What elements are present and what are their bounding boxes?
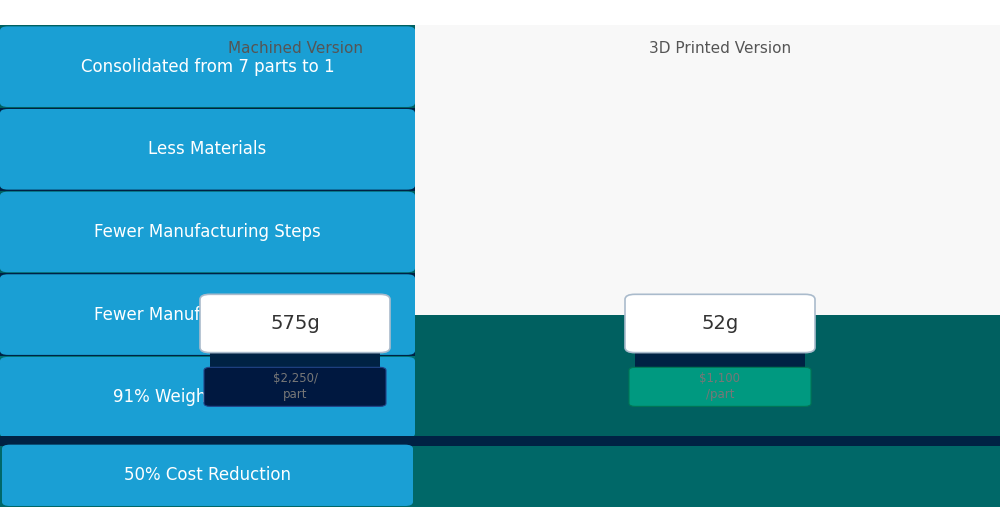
Text: $2,250/
part: $2,250/ part — [272, 372, 318, 402]
Bar — [0, 25, 415, 108]
FancyBboxPatch shape — [0, 357, 415, 438]
Bar — [0, 108, 415, 191]
FancyBboxPatch shape — [0, 274, 415, 355]
FancyBboxPatch shape — [629, 367, 811, 406]
Bar — [415, 25, 1000, 108]
Bar — [0, 436, 1000, 442]
Bar — [0, 356, 415, 439]
Text: Fewer Manufacturing Steps: Fewer Manufacturing Steps — [94, 223, 321, 241]
Text: 91% Weight Reduction: 91% Weight Reduction — [113, 388, 302, 406]
FancyBboxPatch shape — [204, 367, 386, 406]
Text: Consolidated from 7 parts to 1: Consolidated from 7 parts to 1 — [81, 58, 334, 76]
Text: Less Materials: Less Materials — [148, 140, 267, 158]
Text: Fewer Manufacturing Steps: Fewer Manufacturing Steps — [94, 306, 321, 323]
Text: Machined Version: Machined Version — [228, 41, 362, 56]
Bar — [415, 108, 1000, 191]
Bar — [415, 356, 1000, 439]
Text: 50% Cost Reduction: 50% Cost Reduction — [124, 466, 291, 484]
FancyBboxPatch shape — [0, 192, 415, 272]
Bar — [415, 191, 1000, 273]
FancyBboxPatch shape — [625, 294, 815, 352]
Bar — [210, 347, 380, 373]
Bar — [415, 25, 1000, 314]
Text: 52g: 52g — [701, 314, 739, 333]
Text: 575g: 575g — [270, 314, 320, 333]
Bar — [415, 273, 1000, 356]
Text: 3D Printed Version: 3D Printed Version — [649, 41, 791, 56]
Bar — [0, 191, 415, 273]
Bar — [415, 25, 1000, 314]
Bar — [0, 439, 1000, 507]
FancyBboxPatch shape — [0, 109, 415, 190]
FancyBboxPatch shape — [200, 294, 390, 352]
Text: $1,100
/part: $1,100 /part — [700, 372, 740, 402]
FancyBboxPatch shape — [0, 26, 415, 107]
Bar — [635, 347, 805, 373]
FancyBboxPatch shape — [2, 445, 413, 506]
Bar — [415, 314, 1000, 439]
Bar — [0, 273, 415, 356]
Bar — [0, 439, 1000, 446]
